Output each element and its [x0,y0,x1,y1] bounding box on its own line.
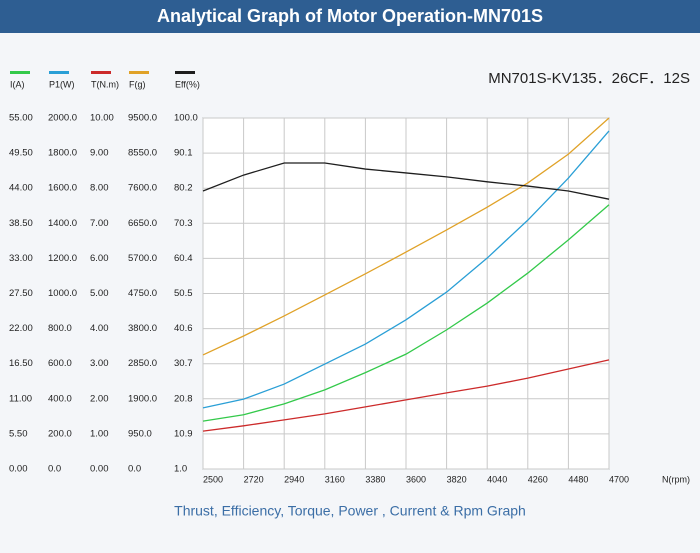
caption: Thrust, Efficiency, Torque, Power , Curr… [174,503,526,519]
y-tick-label: 6650.0 [128,218,157,229]
x-tick-label: 3160 [325,474,345,484]
x-tick-label: 2500 [203,474,223,484]
legend-swatch [175,71,195,74]
x-tick-label: 4480 [568,474,588,484]
x-tick-label: 3820 [447,474,467,484]
y-tick-label: 4.00 [90,323,109,334]
series-line [202,117,610,356]
y-tick-label: 4750.0 [128,288,157,299]
legend-label: P1(W) [49,79,75,89]
header-bar [0,0,700,33]
y-tick-label: 11.00 [9,393,32,404]
legend-label: I(A) [10,79,25,89]
y-tick-label: 0.00 [90,464,109,475]
y-tick-label: 70.3 [174,218,193,229]
y-tick-label: 1200.0 [48,253,77,264]
y-tick-label: 90.1 [174,148,193,159]
y-tick-label: 7600.0 [128,183,157,194]
y-tick-label: 20.8 [174,393,193,404]
y-tick-label: 5.00 [90,288,109,299]
y-tick-label: 9500.0 [128,113,157,124]
y-tick-label: 55.00 [9,113,33,124]
legend-label: F(g) [129,79,146,89]
y-tick-label: 3800.0 [128,323,157,334]
y-tick-label: 5700.0 [128,253,157,264]
y-tick-label: 1400.0 [48,218,77,229]
y-tick-label: 200.0 [48,428,72,439]
legend-label: T(N.m) [91,79,119,89]
model-label: MN701S-KV135．26CF．12S [488,70,690,87]
y-tick-label: 38.50 [9,218,33,229]
y-tick-label: 44.00 [9,183,33,194]
series-line [202,162,610,200]
x-tick-label: 4260 [528,474,548,484]
y-tick-label: 0.00 [9,464,28,475]
x-axis-label: N(rpm) [662,474,690,484]
y-tick-label: 1900.0 [128,393,157,404]
x-tick-label: 4700 [609,474,629,484]
legend-swatch [10,71,30,74]
y-tick-label: 8550.0 [128,148,157,159]
y-tick-label: 1600.0 [48,183,77,194]
y-tick-label: 80.2 [174,183,193,194]
y-tick-label: 2.00 [90,393,109,404]
y-tick-label: 7.00 [90,218,109,229]
y-tick-label: 30.7 [174,358,193,369]
y-tick-label: 800.0 [48,323,72,334]
y-tick-label: 1.00 [90,428,109,439]
y-tick-label: 8.00 [90,183,109,194]
y-tick-label: 6.00 [90,253,109,264]
legend-label: Eff(%) [175,79,200,89]
x-tick-label: 3380 [365,474,385,484]
y-tick-label: 9.00 [90,148,109,159]
x-tick-label: 2720 [244,474,264,484]
y-tick-label: 0.0 [128,464,141,475]
y-tick-label: 50.5 [174,288,193,299]
legend-swatch [129,71,149,74]
x-tick-label: 2940 [284,474,304,484]
series-line [202,359,610,432]
y-tick-label: 27.50 [9,288,33,299]
y-tick-label: 5.50 [9,428,28,439]
series-line [202,130,610,409]
y-tick-label: 2850.0 [128,358,157,369]
y-tick-label: 2000.0 [48,113,77,124]
y-tick-label: 33.00 [9,253,33,264]
y-tick-label: 1800.0 [48,148,77,159]
y-tick-label: 950.0 [128,428,152,439]
series-line [202,204,610,422]
y-tick-label: 600.0 [48,358,72,369]
y-tick-label: 10.00 [90,113,114,124]
y-tick-label: 60.4 [174,253,193,264]
y-tick-label: 3.00 [90,358,109,369]
legend-swatch [91,71,111,74]
y-tick-label: 0.0 [48,464,61,475]
y-tick-label: 1.0 [174,464,187,475]
y-tick-label: 22.00 [9,323,33,334]
x-tick-label: 4040 [487,474,507,484]
y-tick-label: 49.50 [9,148,33,159]
y-tick-label: 10.9 [174,428,193,439]
y-tick-label: 400.0 [48,393,72,404]
x-tick-label: 3600 [406,474,426,484]
y-tick-label: 1000.0 [48,288,77,299]
y-tick-label: 100.0 [174,113,198,124]
y-tick-label: 16.50 [9,358,33,369]
chart-title: Analytical Graph of Motor Operation-MN70… [157,6,543,26]
legend-swatch [49,71,69,74]
y-tick-label: 40.6 [174,323,193,334]
